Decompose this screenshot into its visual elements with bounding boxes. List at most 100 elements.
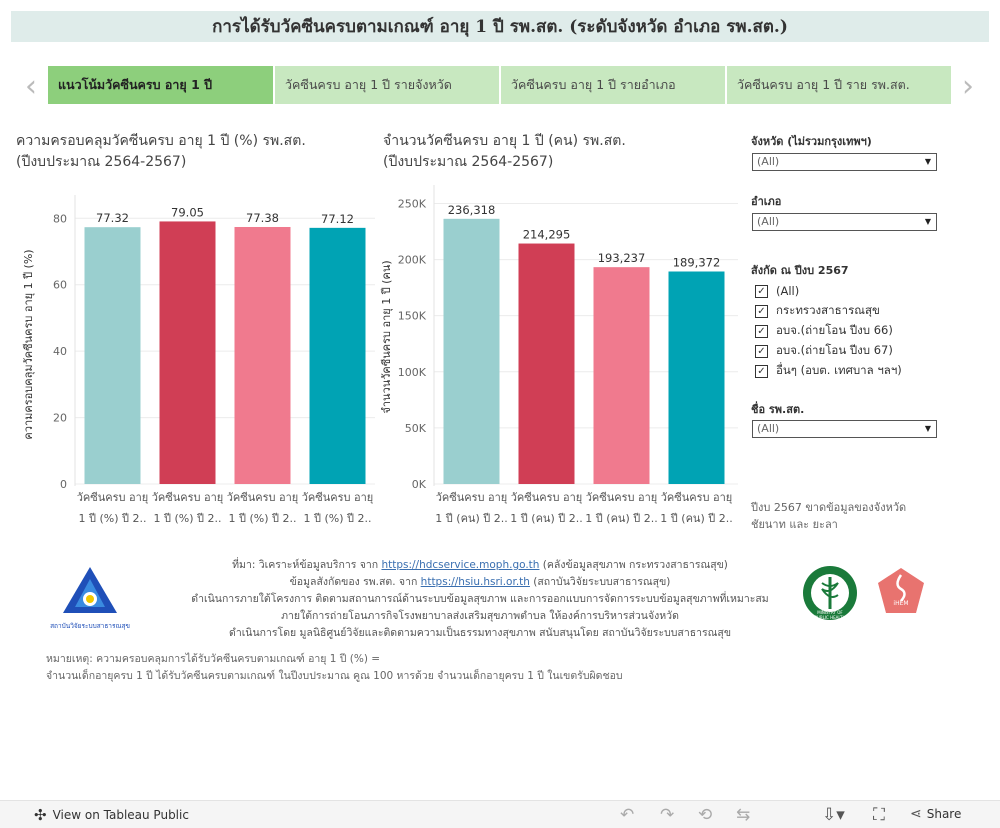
district-dropdown-value: (All) — [757, 215, 780, 228]
bar-value-label: 214,295 — [523, 228, 571, 242]
dashboard-title: การได้รับวัคซีนครบตามเกณฑ์ อายุ 1 ปี รพ.… — [11, 11, 989, 42]
district-filter-label: อำเภอ — [751, 195, 782, 208]
remark-line1: หมายเหตุ: ความครอบคลุมการได้รับวัคซีนครบ… — [46, 653, 381, 665]
affiliation-option-label: อบจ.(ถ่ายโอน ปีงบ 67) — [776, 343, 893, 357]
checkbox-checked-icon[interactable]: ✓ — [755, 344, 768, 358]
affiliation-checkbox-list: ✓ (All) ✓ กระทรวงสาธารณสุข ✓ อบจ.(ถ่ายโอ… — [755, 281, 955, 381]
y-tick-label: 50K — [405, 422, 427, 435]
chevron-down-icon: ▼ — [924, 157, 931, 166]
y-tick-label: 40 — [53, 345, 67, 358]
moph-seal-icon — [803, 566, 857, 620]
hospital-dropdown[interactable]: (All) ▼ — [752, 420, 937, 438]
hospital-dropdown-value: (All) — [757, 422, 780, 435]
download-icon[interactable]: ⇩▾ — [822, 805, 845, 825]
x-tick-label: วัคซีนครบ อายุ — [436, 491, 508, 504]
ihem-logo: iHEM — [876, 567, 926, 615]
x-tick-label: 1 ปี (คน) ปี 2.. — [585, 512, 657, 525]
view-on-tableau-label: View on Tableau Public — [52, 808, 189, 822]
x-tick-label: 1 ปี (คน) ปี 2.. — [435, 512, 507, 525]
tableau-toolbar: ✣ View on Tableau Public ↶ ↷ ⟲ ⇆ ⇩▾ ⛶ ⋖ … — [0, 800, 1000, 828]
y-tick-label: 80 — [53, 212, 67, 225]
tab-trend[interactable]: แนวโน้มวัคซีนครบ อายุ 1 ปี — [48, 66, 273, 104]
fullscreen-icon[interactable]: ⛶ — [873, 805, 885, 825]
source-line2-suffix: (สถาบันวิจัยระบบสาธารณสุข) — [529, 576, 671, 588]
x-tick-label: วัคซีนครบ อายุ — [586, 491, 658, 504]
affiliation-filter-label: สังกัด ณ ปีงบ 2567 — [751, 264, 849, 277]
hsri-logo: สถาบันวิจัยระบบสาธารณสุข — [45, 565, 135, 630]
remark-line2: จำนวนเด็กอายุครบ 1 ปี ได้รับวัคซีนครบตาม… — [46, 670, 623, 682]
x-tick-label: 1 ปี (คน) ปี 2.. — [510, 512, 582, 525]
moph-caption: MINISTRY OF PUBLIC HEALTH — [814, 610, 846, 620]
hospital-filter-label: ชื่อ รพ.สต. — [751, 403, 805, 416]
redo-icon[interactable]: ↷ — [660, 805, 675, 825]
source-line5: ดำเนินการโดย มูลนิธิศูนย์วิจัยและติดตามค… — [229, 627, 731, 639]
vaccinated-count-chart[interactable]: 0K 50K 100K 150K 200K 250K จำนวนวัคซีนครบ อายุ… — [378, 185, 740, 530]
affiliation-option[interactable]: ✓ กระทรวงสาธารณสุข — [755, 301, 955, 321]
checkbox-checked-icon[interactable]: ✓ — [755, 324, 768, 338]
province-dropdown[interactable]: (All) ▼ — [752, 153, 937, 171]
x-tick-label: วัคซีนครบ อายุ — [227, 491, 299, 504]
tab-by-province[interactable]: วัคซีนครบ อายุ 1 ปี รายจังหวัด — [275, 66, 499, 104]
source-line4: ภายใต้การถ่ายโอนภารกิจโรงพยาบาลส่งเสริมส… — [281, 610, 679, 622]
source-line1-suffix: (คลังข้อมูลสุขภาพ กระทรวงสาธารณสุข) — [539, 559, 728, 571]
bar-value-label: 79.05 — [171, 205, 204, 219]
x-tick-label: วัคซีนครบ อายุ — [661, 491, 733, 504]
hsri-logo-icon — [63, 567, 117, 613]
moph-logo: MINISTRY OF PUBLIC HEALTH — [802, 565, 858, 621]
view-on-tableau-button[interactable]: ✣ View on Tableau Public — [34, 806, 189, 824]
y-tick-label: 0 — [60, 478, 67, 491]
affiliation-option-label: (All) — [776, 284, 800, 298]
affiliation-option[interactable]: ✓ อบจ.(ถ่ายโอน ปีงบ 66) — [755, 321, 955, 341]
bar — [234, 226, 291, 484]
coverage-percent-chart[interactable]: 0 20 40 60 80 ความครอบคลุมวัคซีนครบ อายุ 1 ปี… — [10, 185, 380, 530]
x-tick-label: วัคซีนครบ อายุ — [511, 491, 583, 504]
x-tick-label: 1 ปี (%) ปี 2.. — [154, 512, 222, 525]
revert-icon[interactable]: ⟲ — [698, 805, 713, 825]
chart1-subtitle: (ปีงบประมาณ 2564-2567) — [16, 154, 187, 170]
bar — [159, 221, 216, 484]
affiliation-option-label: อื่นๆ (อบต. เทศบาล ฯลฯ) — [776, 363, 902, 377]
bar — [518, 243, 575, 484]
prev-tab-arrow-icon[interactable]: ‹ — [25, 68, 37, 104]
affiliation-option[interactable]: ✓ อื่นๆ (อบต. เทศบาล ฯลฯ) — [755, 361, 955, 381]
chevron-down-icon: ▼ — [924, 217, 931, 226]
district-dropdown[interactable]: (All) ▼ — [752, 213, 937, 231]
x-tick-label: 1 ปี (%) ปี 2.. — [79, 512, 147, 525]
affiliation-option[interactable]: ✓ อบจ.(ถ่ายโอน ปีงบ 67) — [755, 341, 955, 361]
hsri-logo-caption: สถาบันวิจัยระบบสาธารณสุข — [50, 622, 130, 630]
bar-value-label: 236,318 — [448, 203, 496, 217]
province-dropdown-value: (All) — [757, 155, 780, 168]
source-line3: ดำเนินการภายใต้โครงการ ติดตามสถานการณ์ด้… — [191, 593, 769, 605]
y-tick-label: 250K — [398, 197, 427, 210]
refresh-icon[interactable]: ⇆ — [736, 805, 751, 825]
y-tick-label: 200K — [398, 254, 427, 267]
affiliation-option[interactable]: ✓ (All) — [755, 281, 955, 301]
x-tick-label: 1 ปี (คน) ปี 2.. — [660, 512, 732, 525]
tableau-logo-icon: ✣ — [34, 806, 47, 824]
chevron-down-icon: ▼ — [924, 424, 931, 433]
undo-icon[interactable]: ↶ — [620, 805, 635, 825]
source-credits: ที่มา: วิเคราะห์ข้อมูลบริการ จาก https:/… — [140, 557, 820, 642]
checkbox-checked-icon[interactable]: ✓ — [755, 304, 768, 318]
bar — [443, 218, 500, 484]
share-label: Share — [926, 807, 962, 821]
y-tick-label: 60 — [53, 279, 67, 292]
affiliation-option-label: อบจ.(ถ่ายโอน ปีงบ 66) — [776, 323, 893, 337]
bar — [593, 267, 650, 484]
affiliation-option-label: กระทรวงสาธารณสุข — [776, 303, 880, 317]
x-tick-label: วัคซีนครบ อายุ — [152, 491, 224, 504]
bar-value-label: 77.32 — [96, 211, 129, 225]
x-tick-label: วัคซีนครบ อายุ — [302, 491, 374, 504]
y-tick-label: 150K — [398, 310, 427, 323]
checkbox-checked-icon[interactable]: ✓ — [755, 364, 768, 378]
checkbox-checked-icon[interactable]: ✓ — [755, 284, 768, 298]
tab-by-district[interactable]: วัคซีนครบ อายุ 1 ปี รายอำเภอ — [501, 66, 725, 104]
tab-by-hospital[interactable]: วัคซีนครบ อายุ 1 ปี ราย รพ.สต. — [727, 66, 951, 104]
hdc-link[interactable]: https://hdcservice.moph.go.th — [381, 559, 540, 571]
next-tab-arrow-icon[interactable]: › — [962, 68, 974, 104]
share-button[interactable]: ⋖ Share — [910, 806, 961, 822]
bar-value-label: 189,372 — [673, 255, 721, 269]
x-tick-label: วัคซีนครบ อายุ — [77, 491, 149, 504]
hsiu-link[interactable]: https://hsiu.hsri.or.th — [420, 576, 530, 588]
province-filter-label: จังหวัด (ไม่รวมกรุงเทพฯ) — [751, 135, 872, 148]
